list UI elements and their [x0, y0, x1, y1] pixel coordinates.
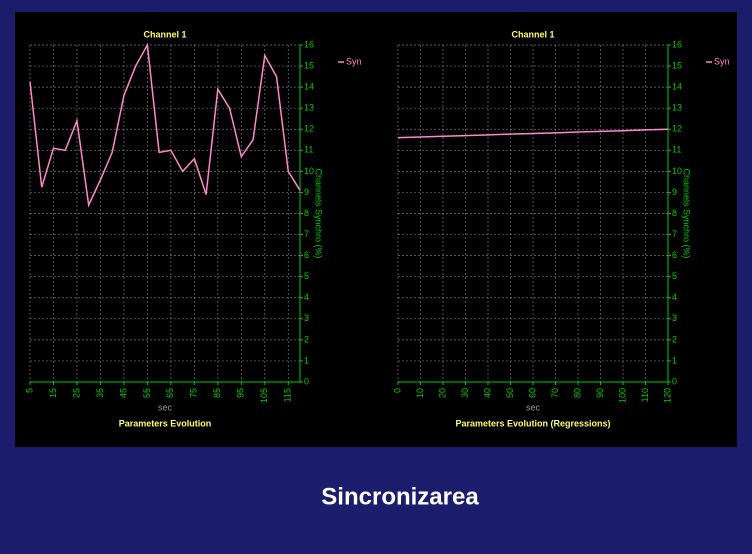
x-tick-label: 65 [165, 388, 175, 398]
chart-title: Channel 1 [511, 29, 554, 39]
y-tick-label: 2 [672, 334, 677, 344]
y-tick-label: 16 [672, 39, 682, 49]
x-axis-label: sec [526, 402, 541, 412]
y-tick-label: 6 [304, 250, 309, 260]
x-tick-label: 10 [415, 388, 425, 398]
y-tick-label: 12 [304, 124, 314, 134]
x-tick-label: 0 [392, 388, 402, 393]
y-tick-label: 14 [672, 82, 682, 92]
data-line [29, 42, 301, 208]
y-tick-label: 4 [304, 292, 309, 302]
y-tick-label: 12 [672, 124, 682, 134]
y-axis-label: Channels Synchro (%) [682, 168, 692, 258]
y-tick-label: 3 [304, 313, 309, 323]
x-tick-label: 90 [595, 388, 605, 398]
chart-footer: Parameters Evolution (Regressions) [455, 418, 610, 428]
y-tick-label: 16 [304, 39, 314, 49]
y-tick-label: 6 [672, 250, 677, 260]
x-tick-label: 30 [460, 388, 470, 398]
legend-label: Syn [714, 56, 730, 66]
y-tick-label: 10 [304, 166, 314, 176]
chart-footer: Parameters Evolution [119, 418, 212, 428]
x-tick-label: 100 [617, 388, 627, 403]
chart-panel [15, 12, 737, 447]
y-tick-label: 14 [304, 82, 314, 92]
y-tick-label: 2 [304, 334, 309, 344]
y-tick-label: 13 [672, 103, 682, 113]
x-tick-label: 115 [283, 388, 293, 402]
y-tick-label: 8 [304, 208, 309, 218]
x-tick-label: 105 [259, 388, 269, 403]
y-tick-label: 7 [304, 229, 309, 239]
y-tick-label: 5 [304, 271, 309, 281]
x-tick-label: 85 [212, 388, 222, 398]
y-tick-label: 1 [672, 355, 677, 365]
x-tick-label: 20 [437, 388, 447, 398]
x-tick-label: 75 [189, 388, 199, 398]
y-tick-label: 5 [672, 271, 677, 281]
x-tick-label: 40 [482, 388, 492, 398]
legend-label: Syn [346, 56, 362, 66]
y-tick-label: 1 [304, 355, 309, 365]
data-line [397, 128, 669, 139]
y-tick-label: 0 [672, 376, 677, 386]
x-tick-label: 120 [662, 388, 672, 403]
y-tick-label: 13 [304, 103, 314, 113]
y-tick-label: 10 [672, 166, 682, 176]
x-tick-label: 35 [95, 388, 105, 398]
y-tick-label: 11 [672, 145, 681, 155]
x-tick-label: 70 [550, 388, 560, 398]
y-tick-label: 0 [304, 376, 309, 386]
y-tick-label: 15 [672, 60, 682, 70]
x-tick-label: 25 [71, 388, 81, 398]
y-tick-label: 9 [672, 187, 677, 197]
x-tick-label: 95 [236, 388, 246, 398]
x-tick-label: 15 [48, 388, 58, 398]
x-tick-label: 5 [24, 388, 34, 393]
y-tick-label: 3 [672, 313, 677, 323]
x-tick-label: 50 [505, 388, 515, 398]
y-tick-label: 8 [672, 208, 677, 218]
x-tick-label: 80 [572, 388, 582, 398]
x-tick-label: 55 [142, 388, 152, 398]
chart-title: Channel 1 [143, 29, 186, 39]
y-tick-label: 11 [304, 145, 313, 155]
y-axis-label: Channels Synchro (%) [314, 168, 324, 258]
x-axis-label: sec [158, 402, 173, 412]
y-tick-label: 9 [304, 187, 309, 197]
y-tick-label: 4 [672, 292, 677, 302]
caption: Sincronizarea [321, 483, 479, 510]
x-tick-label: 60 [527, 388, 537, 398]
y-tick-label: 15 [304, 60, 314, 70]
y-tick-label: 7 [672, 229, 677, 239]
x-tick-label: 110 [640, 388, 650, 402]
x-tick-label: 45 [118, 388, 128, 398]
